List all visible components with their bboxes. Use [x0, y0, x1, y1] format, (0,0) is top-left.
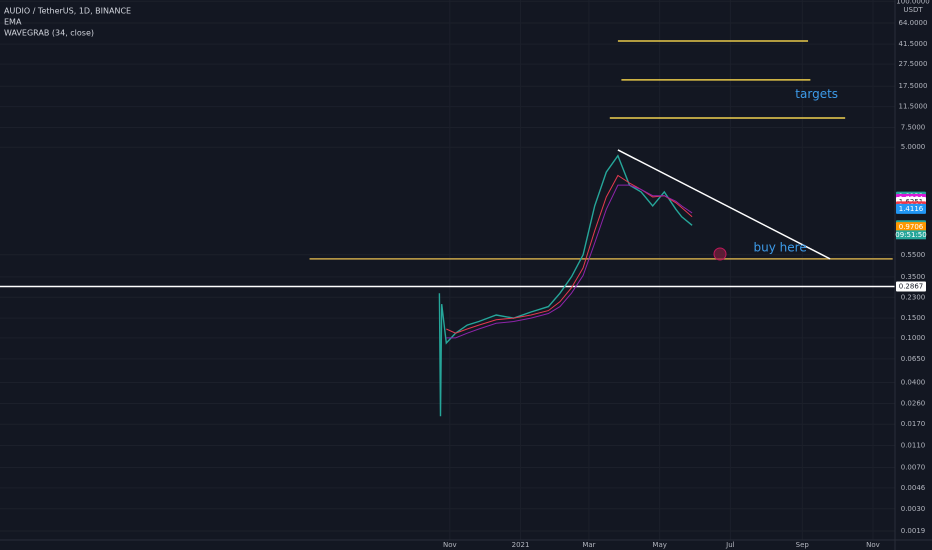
y-unit: USDT: [903, 6, 923, 14]
x-tick-label: Sep: [796, 541, 810, 549]
buy-marker: [713, 247, 727, 261]
y-tick-label: 0.3500: [901, 273, 926, 281]
y-tick-label: 0.1500: [901, 314, 926, 322]
annotation: buy here: [754, 241, 807, 255]
price-label: 1.4116: [899, 205, 924, 213]
price-label-box: [896, 203, 926, 214]
x-tick-label: 2021: [512, 541, 530, 549]
y-tick-label: 27.5000: [899, 60, 928, 68]
y-tick-label: 0.1000: [901, 334, 926, 342]
price-label-box: [896, 222, 926, 233]
x-tick-label: Nov: [866, 541, 880, 549]
y-tick-label: 0.0030: [901, 505, 926, 513]
series-line: [446, 184, 693, 339]
y-tick-label: 0.0019: [901, 527, 926, 535]
y-tick-label: 7.5000: [901, 123, 926, 131]
y-tick-label: 0.0110: [901, 441, 926, 449]
grid: [0, 0, 895, 540]
chart-title: AUDIO / TetherUS, 1D, BINANCE: [4, 7, 131, 16]
legend-entry: EMA: [4, 18, 22, 27]
y-tick-label: 0.0260: [901, 400, 926, 408]
y-tick-label: 17.5000: [899, 82, 928, 90]
plot-area: [0, 40, 895, 417]
y-tick-label: 0.0650: [901, 355, 926, 363]
y-tick-label: 5.0000: [901, 143, 926, 151]
price-label-box: [896, 281, 926, 292]
y-tick-label: 100.0000: [896, 0, 929, 5]
countdown-box: [896, 230, 926, 240]
annotation: targets: [795, 87, 838, 101]
y-tick-label: 0.2300: [901, 293, 926, 301]
price-label: 0.9706: [899, 223, 924, 231]
y-tick-label: 11.5000: [899, 103, 928, 111]
trendline: [617, 149, 831, 260]
y-tick-label: 0.0400: [901, 379, 926, 387]
y-tick-label: 64.0000: [899, 19, 928, 27]
y-tick-label: 0.0170: [901, 420, 926, 428]
y-tick-label: 41.5000: [899, 40, 928, 48]
x-tick-label: Mar: [582, 541, 595, 549]
series-line: [438, 154, 693, 417]
countdown: 09:51:50: [895, 231, 926, 239]
legend-entry: WAVEGRAB (34, close): [4, 29, 94, 38]
y-tick-label: 0.5500: [901, 251, 926, 259]
x-tick-label: Jul: [725, 541, 735, 549]
price-label: 0.2867: [899, 283, 924, 291]
x-tick-label: May: [652, 541, 666, 549]
x-tick-label: Nov: [443, 541, 457, 549]
axes: 100.0000 64.0000 41.5000 27.5000 17.5000 11.5…: [443, 0, 930, 549]
y-tick-label: 0.0046: [901, 484, 926, 492]
y-tick-label: 0.0070: [901, 463, 926, 471]
